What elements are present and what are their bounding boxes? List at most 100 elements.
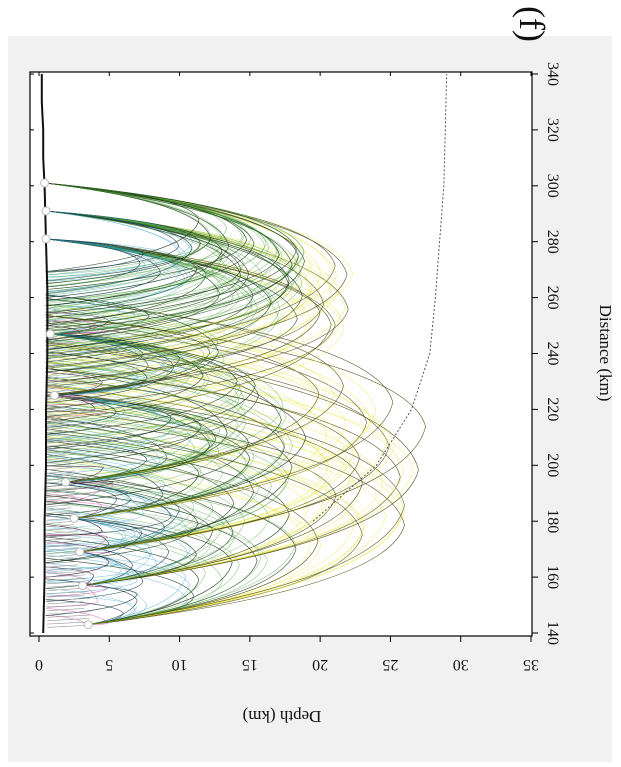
sediment-ray (47, 591, 89, 595)
ray-path (45, 507, 240, 625)
ray-path (45, 465, 166, 519)
sediment-ray (47, 557, 79, 561)
sediment-ray (47, 356, 60, 360)
sediment-ray (47, 386, 65, 390)
depth-tick-label: 5 (105, 656, 113, 673)
ray-path (45, 489, 187, 553)
ray-path (45, 518, 124, 548)
sediment-ray (47, 624, 90, 628)
distance-tick-label: 240 (544, 342, 561, 366)
ray-path (45, 501, 268, 625)
sediment-ray (47, 326, 60, 330)
depth-tick-label: 25 (382, 656, 398, 673)
ray-path (45, 210, 194, 281)
ray-path (45, 481, 114, 498)
sediment-ray (47, 608, 85, 611)
sediment-ray (47, 376, 58, 380)
distance-tick-label: 260 (544, 286, 561, 310)
sediment-ray (47, 571, 83, 575)
sediment-ray (47, 618, 90, 622)
ray-path (45, 481, 144, 530)
plot-area (29, 71, 533, 637)
sediment-ray (47, 470, 76, 474)
sediment-ray (47, 400, 61, 403)
sediment-ray (47, 507, 72, 511)
panel-label: (f) (512, 6, 552, 42)
distance-tick-label: 280 (544, 230, 561, 254)
sediment-ray (47, 534, 80, 538)
ray-path (45, 333, 190, 413)
depth-tick-label: 35 (523, 656, 539, 673)
ray-path-outline (45, 513, 233, 625)
sediment-ray (47, 581, 85, 585)
ray-path (45, 478, 296, 625)
sediment-ray (47, 426, 68, 430)
ray-path-outline (45, 481, 115, 492)
ray-path (45, 608, 109, 625)
sediment-ray (47, 500, 74, 504)
sediment-ray (47, 467, 73, 471)
ray-path (45, 430, 272, 553)
sediment-ray (47, 463, 71, 467)
sediment-ray (47, 339, 58, 343)
depth-tick-label: 20 (312, 656, 328, 673)
ray-path (45, 402, 213, 483)
sediment-ray (47, 537, 82, 541)
distance-tick-label: 180 (544, 509, 561, 533)
sediment-ray (47, 353, 61, 357)
distance-tick-label: 160 (544, 565, 561, 589)
sediment-ray (47, 430, 67, 434)
sediment-ray (47, 567, 83, 571)
distance-axis-label: Distance (km) (596, 305, 615, 402)
ray-path (45, 518, 188, 583)
ray-path (45, 315, 104, 335)
ray-path (45, 481, 197, 555)
ray-path-outline (45, 481, 199, 563)
distance-tick-label: 300 (544, 174, 561, 198)
ray-path-outline (45, 585, 138, 616)
sediment-ray (47, 440, 69, 444)
receiver-point (49, 390, 59, 400)
ray-path-outline (45, 395, 210, 488)
sediment-ray (47, 587, 83, 591)
sediment-ray (47, 477, 72, 481)
depth-axis-label: Depth (km) (243, 707, 322, 726)
ray-path-outline (45, 465, 104, 483)
sediment-ray (47, 544, 77, 548)
sediment-ray (47, 413, 68, 417)
sediment-ray (47, 494, 72, 497)
ray-path-outline (45, 238, 336, 409)
sediment-ray (47, 561, 79, 564)
ray-path (45, 365, 285, 519)
ray-path-outline (44, 182, 348, 368)
ray-path-outline (45, 518, 143, 564)
ray-path (45, 462, 195, 553)
ray-path-outline (45, 238, 298, 383)
sediment-ray (47, 316, 57, 320)
receivers (40, 178, 93, 630)
sediment-ray (47, 453, 66, 457)
ray-path (45, 401, 403, 625)
ray-path-outline (45, 449, 319, 625)
sediment-ray (47, 369, 58, 373)
ray-path (45, 210, 332, 387)
ray-path (45, 395, 174, 463)
ray-path (45, 238, 234, 351)
ray-path (45, 414, 287, 553)
ray-path-outline (45, 333, 256, 448)
ray-path-outline (45, 391, 363, 586)
ray-path (45, 210, 339, 381)
sediment-ray (47, 420, 70, 424)
depth-tick-label: 15 (242, 656, 258, 673)
sediment-ray (47, 416, 62, 420)
sediment-ray (47, 346, 59, 350)
sediment-ray (47, 530, 79, 534)
depth-tick-label: 10 (172, 656, 188, 673)
ray-path (44, 182, 213, 279)
ray-path (45, 386, 255, 519)
ray-path (45, 395, 192, 476)
receiver-point (83, 620, 93, 630)
bathymetry-line (40, 74, 49, 634)
ray-path-outline (45, 515, 170, 586)
ray-path (45, 585, 99, 608)
